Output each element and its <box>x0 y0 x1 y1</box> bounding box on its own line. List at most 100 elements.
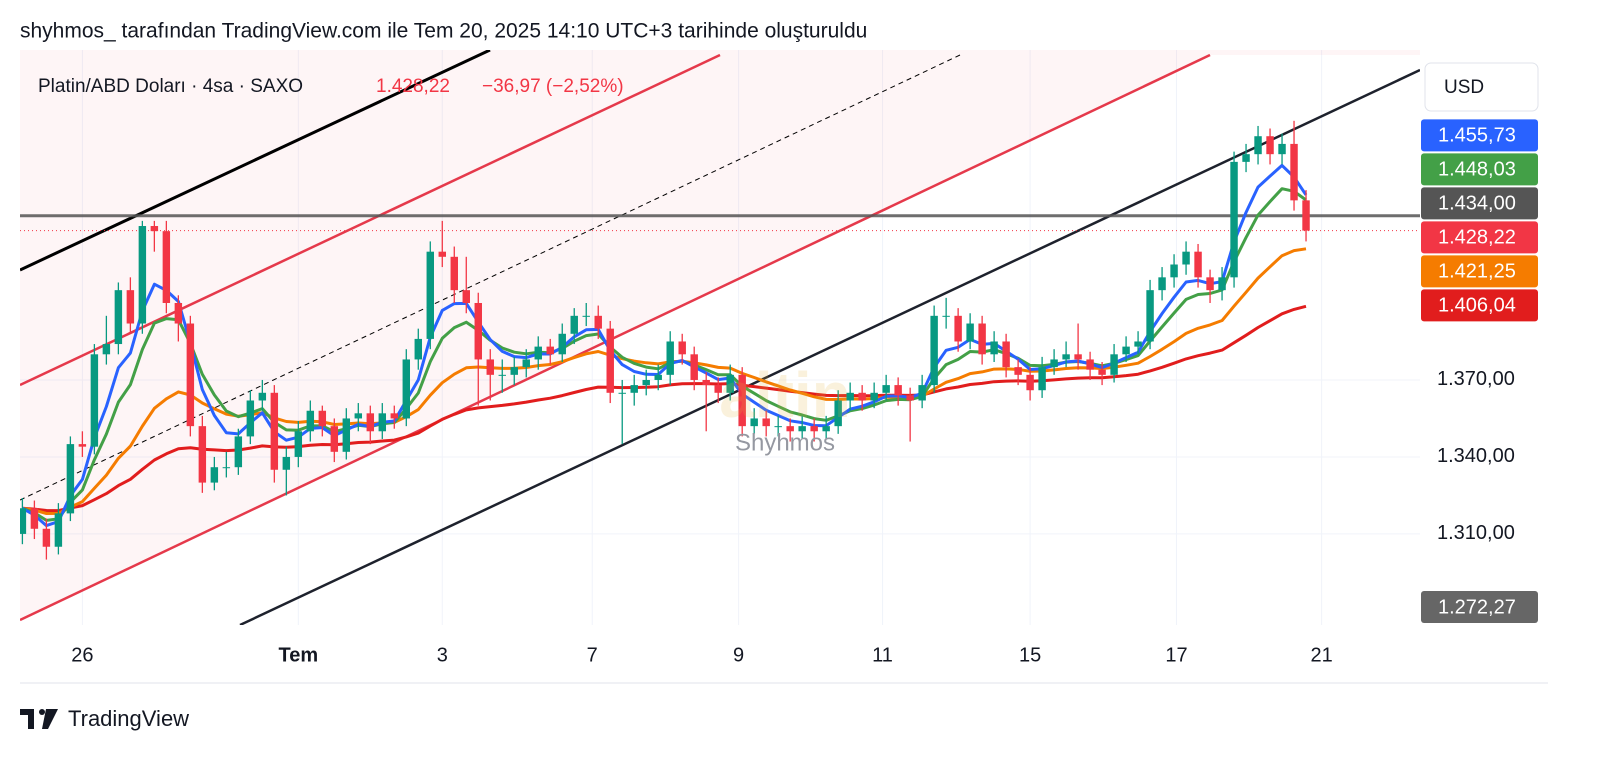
candle-body <box>534 346 542 360</box>
y-tick-label: 1.310,00 <box>1437 522 1515 544</box>
candle-body <box>90 354 99 447</box>
candle-body <box>30 508 39 529</box>
candle-body <box>1074 354 1082 360</box>
channel-fill <box>20 50 1420 385</box>
candle-body <box>198 426 207 483</box>
candle-body <box>174 302 183 324</box>
footer: TradingView <box>68 706 189 731</box>
candle-body <box>354 413 363 419</box>
candles <box>20 120 1310 560</box>
price-tag-label: 1.428,22 <box>1438 227 1516 249</box>
candle-body <box>702 379 710 386</box>
candle-body <box>1014 367 1022 375</box>
candle-body <box>20 508 27 534</box>
candle-body <box>762 418 770 427</box>
candle-body <box>618 392 626 394</box>
price-tag <box>1421 153 1538 186</box>
candle-body <box>1122 346 1130 355</box>
candle-body <box>402 359 411 419</box>
candle-body <box>234 436 243 468</box>
price-tag <box>1421 255 1538 288</box>
candle-body <box>258 392 267 401</box>
candle-body <box>978 323 986 355</box>
candle-body <box>606 328 614 393</box>
candle-body <box>390 413 399 419</box>
candle-body <box>150 226 159 232</box>
x-tick-label: Tem <box>279 644 319 666</box>
x-tick-label: 7 <box>587 644 598 666</box>
candle-body <box>330 426 339 452</box>
candle-body <box>798 426 806 432</box>
price-tag <box>1421 221 1538 254</box>
candle-body <box>570 315 578 334</box>
last-price: 1.428,22 <box>376 76 450 97</box>
candle-body <box>1098 369 1106 375</box>
candle-body <box>1218 277 1226 291</box>
x-tick-label: 15 <box>1019 644 1041 666</box>
currency-box[interactable] <box>1424 62 1539 112</box>
candle-body <box>1242 154 1250 162</box>
candle-body <box>102 344 111 355</box>
candle-body <box>942 315 950 317</box>
channel-line <box>239 68 1420 625</box>
candle-body <box>270 392 279 470</box>
candle-body <box>1062 354 1070 360</box>
candle-body <box>558 333 566 355</box>
candle-body <box>654 374 662 380</box>
candle-body <box>474 302 482 360</box>
candle-body <box>918 385 926 401</box>
candle-body <box>1086 359 1094 370</box>
logo-watermark: altin <box>719 359 851 431</box>
header: shyhmos_ tarafından TradingView.com ile … <box>20 20 867 43</box>
candle-body <box>1158 277 1166 291</box>
candle-body <box>786 426 794 432</box>
candle-body <box>426 251 435 339</box>
watermark: Shyhmos <box>735 429 835 456</box>
candle-body <box>594 315 602 329</box>
candle-body <box>222 467 231 469</box>
candle-body <box>66 444 75 514</box>
candle-body <box>450 256 458 291</box>
candle-body <box>210 467 219 483</box>
plot-area: altin <box>20 50 1420 625</box>
candle-body <box>126 290 135 324</box>
candle-body <box>738 374 746 427</box>
channel-line <box>20 53 1211 622</box>
candle-body <box>306 410 315 432</box>
candle-body <box>42 528 51 547</box>
x-tick-label: 17 <box>1165 644 1187 666</box>
price-tag-label: 1.455,73 <box>1438 125 1516 147</box>
candle-body <box>1290 143 1298 201</box>
candle-body <box>1026 374 1034 391</box>
x-tick-label: 21 <box>1311 644 1333 666</box>
candle-body <box>342 418 351 452</box>
candle-body <box>1038 367 1046 391</box>
candle-body <box>1302 200 1310 231</box>
candle-body <box>894 385 902 396</box>
candle-body <box>846 392 854 401</box>
candle-body <box>1134 341 1142 347</box>
candle-body <box>630 385 638 393</box>
candle-body <box>498 374 506 376</box>
y-tick-label: 1.340,00 <box>1437 445 1515 467</box>
candle-body <box>906 395 914 401</box>
candle-body <box>294 431 303 457</box>
candle-body <box>1110 354 1118 375</box>
candle-body <box>726 374 734 393</box>
candle-body <box>1050 359 1058 368</box>
candle-body <box>1146 290 1154 342</box>
candle-body <box>186 323 195 427</box>
price-tag-label: 1.406,04 <box>1438 295 1516 317</box>
candle-body <box>462 290 470 303</box>
candle-body <box>678 341 686 355</box>
price-change: −36,97 (−2,52%) <box>482 76 624 97</box>
symbol-title: Platin/ABD Doları · 4sa · SAXO <box>38 76 303 97</box>
price-tag-label: 1.448,03 <box>1438 159 1516 181</box>
candle-body <box>1278 143 1286 155</box>
currency: USD <box>1444 77 1484 98</box>
candle-body <box>834 400 842 427</box>
candle-body <box>966 323 974 342</box>
footer-logo <box>20 709 58 729</box>
